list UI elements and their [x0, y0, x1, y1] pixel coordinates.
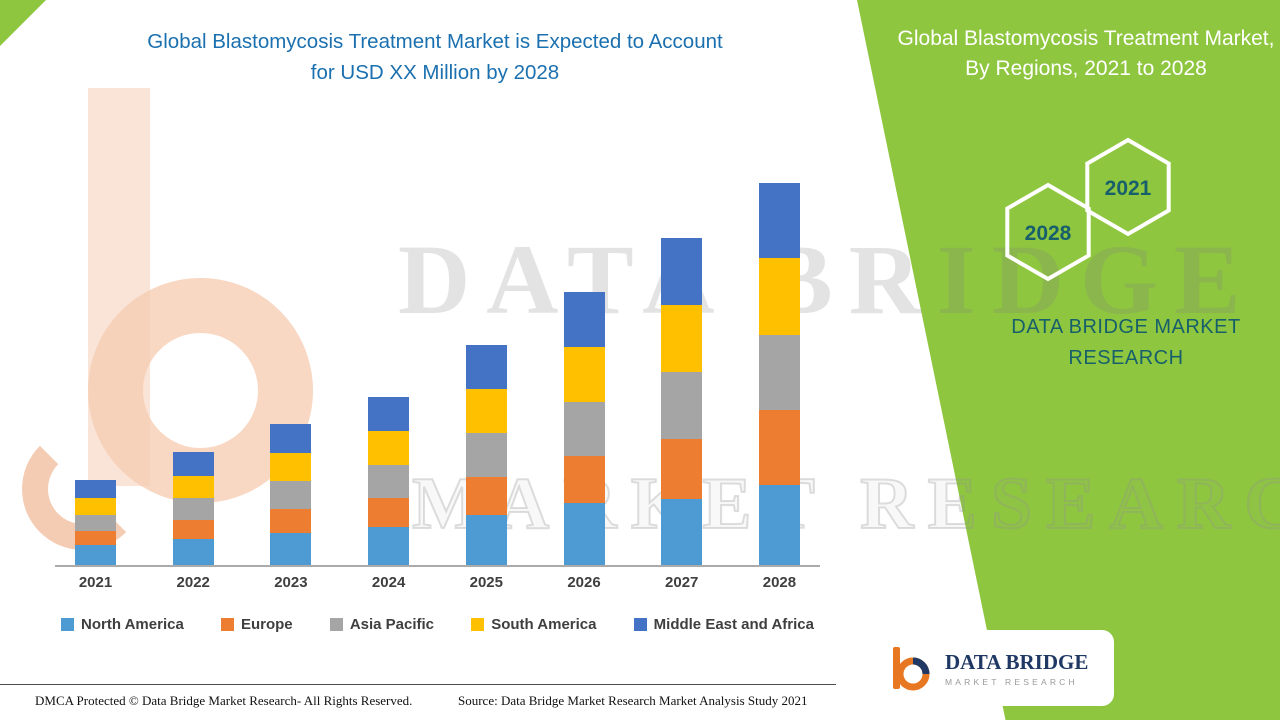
bar-column-2025: 2025 — [465, 183, 507, 591]
bar-segment — [563, 503, 605, 565]
bar-stack-2024 — [368, 397, 410, 565]
bar-segment — [465, 477, 507, 515]
bar-segment — [661, 439, 703, 499]
x-axis-label: 2023 — [274, 574, 308, 591]
bar-segment — [172, 476, 214, 498]
bar-segment — [661, 372, 703, 439]
legend-item: South America — [471, 616, 597, 633]
bar-segment — [368, 465, 410, 498]
bar-stack-2028 — [758, 183, 800, 565]
hexagon-year-left: 2028 — [1025, 222, 1072, 245]
bar-stack-2025 — [465, 345, 507, 565]
bar-segment — [270, 481, 312, 509]
legend-swatch — [220, 618, 234, 631]
company-logo-name: DATA BRIDGE — [945, 649, 1089, 674]
x-axis-label: 2027 — [665, 574, 699, 591]
bar-segment — [75, 515, 116, 531]
bar-column-2022: 2022 — [172, 183, 214, 591]
x-axis-label: 2024 — [371, 574, 406, 591]
bar-column-2028: 2028 — [758, 183, 800, 591]
bar-segment — [661, 305, 703, 372]
bar-segment — [270, 424, 312, 453]
page-title-line1: Global Blastomycosis Treatment Market is… — [147, 30, 723, 53]
bar-segment — [172, 539, 214, 565]
bar-segment — [661, 499, 703, 565]
bar-segment — [758, 410, 800, 485]
bar-segment — [465, 515, 507, 565]
footer: DMCA Protected © Data Bridge Market Rese… — [0, 684, 836, 708]
bar-column-2024: 2024 — [368, 183, 410, 591]
bar-segment — [368, 527, 410, 565]
x-axis-label: 2028 — [762, 574, 797, 591]
bar-segment — [758, 335, 800, 410]
bar-segment — [368, 431, 410, 465]
bar-chart-plot: 2021 2022 2023 2024 2025 2026 2027 2028 — [55, 183, 820, 591]
company-logo-icon — [893, 647, 930, 691]
legend-label: Asia Pacific — [349, 616, 435, 633]
legend-item: Europe — [220, 616, 293, 633]
bar-stack-2022 — [172, 452, 214, 565]
page-title-line2: for USD XX Million by 2028 — [310, 61, 560, 84]
bar-segment — [758, 183, 800, 258]
bar-segment — [758, 258, 800, 335]
bar-segment — [75, 480, 116, 498]
bar-segment — [270, 533, 312, 565]
legend-label: Middle East and Africa — [653, 616, 814, 633]
bar-segment — [563, 292, 605, 347]
bar-segment — [661, 238, 703, 305]
bar-column-2026: 2026 — [563, 183, 605, 591]
bar-segment — [563, 402, 605, 456]
bar-segment — [172, 452, 214, 476]
x-axis-label: 2026 — [567, 574, 601, 591]
company-logo-subtitle: MARKET RESEARCH — [945, 676, 1078, 687]
page-title: Global Blastomycosis Treatment Market is… — [40, 26, 830, 88]
stacked-bar-chart: 2021 2022 2023 2024 2025 2026 2027 2028 — [55, 183, 820, 591]
bar-segment — [563, 456, 605, 503]
bar-segment — [465, 389, 507, 433]
hexagon-year-right: 2021 — [1105, 177, 1152, 200]
bar-segment — [172, 520, 214, 539]
bar-column-2021: 2021 — [75, 183, 116, 591]
bar-segment — [75, 531, 116, 545]
legend-swatch — [329, 618, 343, 631]
legend-item: North America — [61, 616, 184, 633]
bar-segment — [75, 498, 116, 515]
source-note: Source: Data Bridge Market Research Mark… — [458, 693, 808, 708]
x-axis-label: 2022 — [176, 574, 210, 591]
bar-segment — [270, 453, 312, 481]
bar-column-2023: 2023 — [270, 183, 312, 591]
bar-segment — [758, 485, 800, 565]
year-hexagons: 2028 2021 — [1005, 137, 1171, 282]
dmca-notice: DMCA Protected © Data Bridge Market Rese… — [35, 693, 413, 708]
side-panel-title: Global Blastomycosis Treatment Market, B… — [897, 27, 1275, 80]
legend-item: Middle East and Africa — [633, 616, 814, 633]
bar-segment — [368, 397, 410, 431]
legend-swatch — [61, 618, 74, 631]
bar-segment — [172, 498, 214, 520]
bar-stack-2027 — [661, 238, 703, 565]
bar-stack-2021 — [75, 480, 116, 565]
brand-name-text: DATA BRIDGE MARKET RESEARCH — [1011, 316, 1241, 369]
legend-swatch — [633, 618, 647, 631]
chart-legend: North America Europe Asia Pacific South Ame… — [55, 616, 820, 633]
company-logo: DATA BRIDGE MARKET RESEARCH — [872, 630, 1114, 706]
bar-segment — [563, 347, 605, 402]
legend-item: Asia Pacific — [329, 616, 435, 633]
bar-segment — [75, 545, 116, 565]
legend-swatch — [471, 618, 485, 631]
bar-segment — [465, 345, 507, 389]
legend-label: Europe — [240, 616, 293, 633]
bar-segment — [465, 433, 507, 477]
bar-segment — [270, 509, 312, 533]
bar-stack-2026 — [563, 292, 605, 565]
legend-label: South America — [491, 616, 597, 633]
company-logo-text: DATA BRIDGE MARKET RESEARCH — [945, 650, 1088, 687]
x-axis-label: 2021 — [78, 574, 113, 591]
bar-column-2027: 2027 — [661, 183, 703, 591]
hexagon-2021-outline — [1085, 137, 1171, 237]
x-axis-label: 2025 — [469, 574, 503, 591]
legend-label: North America — [81, 616, 184, 633]
bar-stack-2023 — [270, 424, 312, 565]
bar-segment — [368, 498, 410, 527]
